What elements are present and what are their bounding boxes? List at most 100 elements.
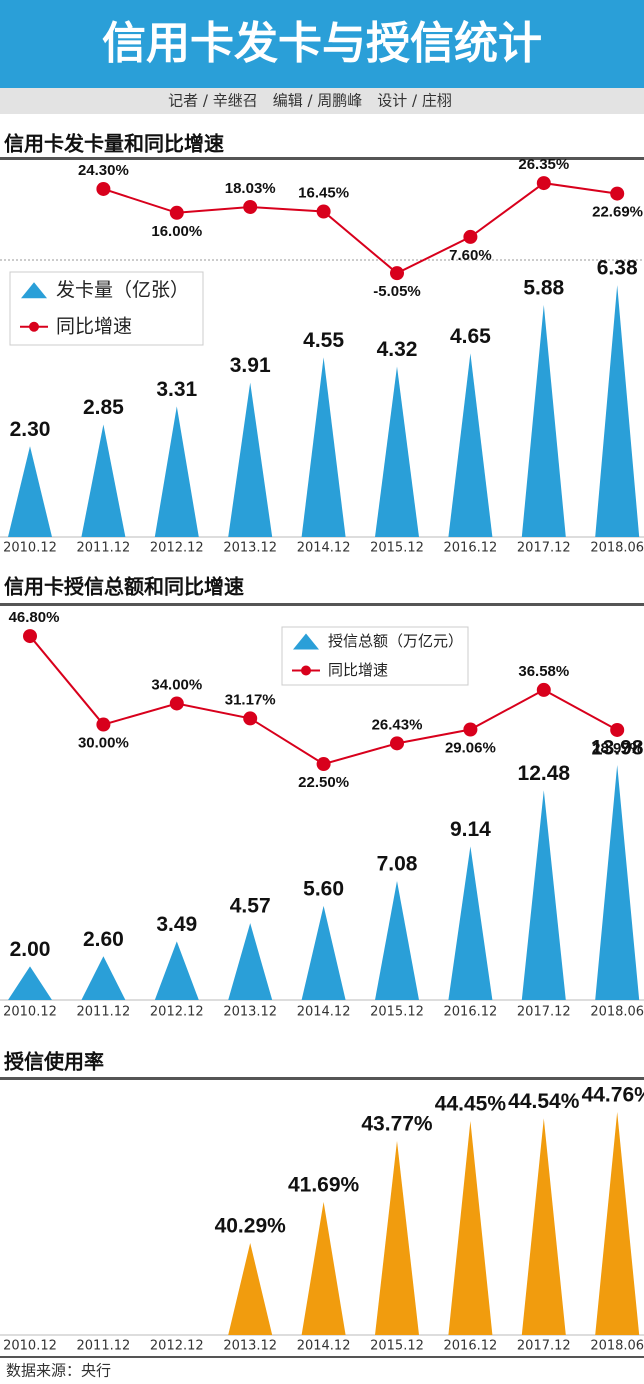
x-tick-label: 2015.12 <box>370 1339 424 1354</box>
value-label: 2.60 <box>83 928 124 951</box>
x-tick-label: 2016.12 <box>444 1339 498 1354</box>
value-label: 12.48 <box>518 762 571 785</box>
legend-swatch <box>21 282 47 299</box>
triangle-bar <box>301 1201 346 1335</box>
x-tick-label: 2010.12 <box>3 541 57 556</box>
growth-label: 18.03% <box>225 180 276 197</box>
growth-label: 24.30% <box>78 162 129 179</box>
triangle-bar <box>448 353 493 537</box>
x-tick-label: 2017.12 <box>517 1339 571 1354</box>
growth-point <box>169 205 184 220</box>
x-tick-label: 2012.12 <box>150 1005 204 1020</box>
triangle-bar <box>595 1111 640 1335</box>
triangle-bar <box>375 366 419 537</box>
header-bg <box>0 0 644 88</box>
legend-label: 同比增速 <box>328 661 388 679</box>
triangle-bar <box>228 1242 273 1335</box>
x-tick-label: 2011.12 <box>77 1339 131 1354</box>
triangle-bar <box>521 790 566 1000</box>
byline-bg <box>0 88 644 114</box>
growth-point <box>96 181 111 196</box>
growth-point <box>610 722 625 737</box>
triangle-bar <box>521 1118 566 1335</box>
x-tick-label: 2015.12 <box>370 541 424 556</box>
value-label: 7.08 <box>377 853 418 876</box>
triangle-bar <box>301 357 346 537</box>
growth-point <box>536 682 551 697</box>
legend-label: 同比增速 <box>56 315 132 337</box>
triangle-bar <box>228 923 273 1000</box>
legend-box <box>281 626 469 686</box>
x-tick-label: 2017.12 <box>517 1005 571 1020</box>
source: 数据来源：央行 <box>6 1362 111 1380</box>
triangle-bar <box>154 941 199 1000</box>
growth-label: 46.80% <box>9 609 60 626</box>
growth-label: -5.05% <box>373 283 421 300</box>
triangle-bar <box>375 1140 419 1335</box>
growth-label: 16.45% <box>298 184 349 201</box>
header-title: 信用卡发卡与授信统计 <box>102 18 542 69</box>
x-tick-label: 2011.12 <box>77 1005 131 1020</box>
growth-label: 30.00% <box>78 735 129 752</box>
value-label: 41.69% <box>288 1173 360 1196</box>
x-tick-label: 2014.12 <box>297 1005 351 1020</box>
value-label: 5.60 <box>303 877 344 900</box>
value-label: 44.45% <box>435 1093 507 1116</box>
growth-label: 16.00% <box>151 223 202 240</box>
growth-label: 31.17% <box>225 691 276 708</box>
section-title: 信用卡发卡量和同比增速 <box>4 132 224 156</box>
triangle-bar <box>595 285 640 537</box>
x-tick-label: 2010.12 <box>3 1339 57 1354</box>
x-tick-label: 2013.12 <box>223 1005 277 1020</box>
triangle-bar <box>595 765 640 1000</box>
value-label: 3.91 <box>230 354 271 377</box>
growth-point <box>463 229 478 244</box>
growth-point <box>536 176 551 191</box>
triangle-bar <box>375 880 419 1000</box>
value-label: 3.49 <box>156 913 197 936</box>
x-tick-label: 2015.12 <box>370 1005 424 1020</box>
section-rule <box>0 1077 644 1080</box>
x-tick-label: 2018.06 <box>590 541 644 556</box>
value-label: 2.00 <box>10 938 51 961</box>
value-label: 40.29% <box>215 1215 287 1238</box>
growth-label: 34.00% <box>151 676 202 693</box>
growth-point <box>463 722 478 737</box>
x-tick-label: 2014.12 <box>297 1339 351 1354</box>
section-title: 授信使用率 <box>4 1050 104 1074</box>
byline: 记者 / 辛继召 编辑 / 周鹏峰 设计 / 庄栩 <box>168 92 452 110</box>
growth-label: 7.60% <box>449 247 492 264</box>
x-tick-label: 2016.12 <box>444 1005 498 1020</box>
section-rule <box>0 603 644 606</box>
growth-point <box>243 199 258 214</box>
triangle-bar <box>8 966 52 1000</box>
growth-point <box>610 186 625 201</box>
value-label: 4.32 <box>377 338 418 361</box>
growth-label: 26.35% <box>518 156 569 173</box>
growth-label: 29.06% <box>445 739 496 756</box>
triangle-bar <box>81 956 126 1000</box>
legend-label: 授信总额（万亿元） <box>328 632 463 650</box>
value-label: 4.65 <box>450 325 491 348</box>
triangle-bar <box>154 406 199 537</box>
growth-point <box>96 717 111 732</box>
section-rule <box>0 157 644 160</box>
legend-swatch <box>293 633 319 650</box>
growth-point <box>316 204 331 219</box>
growth-label: 28.97% <box>592 740 643 757</box>
x-tick-label: 2010.12 <box>3 1005 57 1020</box>
value-label: 13.98 <box>591 737 644 760</box>
triangle-bar <box>448 846 493 1000</box>
growth-label: 22.69% <box>592 204 643 221</box>
x-tick-label: 2018.06 <box>590 1005 644 1020</box>
value-label: 3.31 <box>156 378 197 401</box>
x-tick-label: 2014.12 <box>297 541 351 556</box>
value-label: 2.30 <box>10 418 51 441</box>
value-label: 44.76% <box>582 1083 644 1106</box>
value-label: 4.55 <box>303 329 344 352</box>
x-tick-label: 2012.12 <box>150 1339 204 1354</box>
x-tick-label: 2011.12 <box>77 541 131 556</box>
legend-box <box>9 271 204 346</box>
growth-point <box>390 266 404 281</box>
